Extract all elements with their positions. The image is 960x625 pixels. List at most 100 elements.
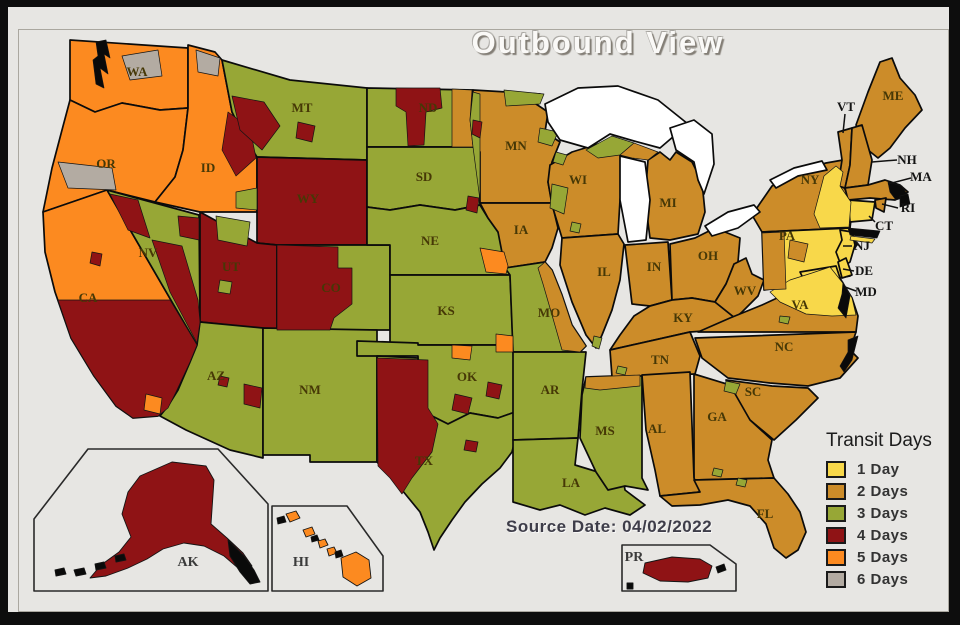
state-label-SC: SC (745, 384, 762, 399)
state-label-AR: AR (541, 382, 560, 397)
lake-huron (669, 119, 715, 195)
callout-label-NH: NH (897, 152, 917, 167)
legend-swatch-1 (826, 460, 846, 478)
tx-red-blob2 (485, 381, 503, 400)
state-TN (609, 331, 701, 378)
inset-label-HI: HI (293, 555, 309, 570)
callout-line-RI (881, 203, 899, 209)
state-label-WI: WI (569, 172, 587, 187)
legend-rows: 1 Day 2 Days 3 Days 4 Days 5 Days 6 Days (826, 458, 932, 590)
wi-olive-c (552, 151, 568, 166)
ca-red-dot-north (89, 251, 103, 267)
chesapeake-bay (837, 281, 851, 319)
lake-erie (704, 204, 761, 237)
legend-item-1-day: 1 Day (826, 458, 932, 480)
state-label-TX: TX (415, 453, 434, 468)
state-RI (874, 197, 887, 213)
callout-label-CT: CT (875, 218, 893, 233)
state-label-MT: MT (292, 100, 313, 115)
hi-kahoolawe (334, 549, 344, 559)
callout-line-MA (887, 177, 912, 185)
state-label-AL: AL (648, 421, 666, 436)
legend-label: 3 Days (857, 504, 909, 522)
sd-mn-red-corner (465, 195, 480, 214)
state-label-ID: ID (201, 160, 215, 175)
state-label-NM: NM (299, 382, 321, 397)
callout-label-DE: DE (855, 263, 873, 278)
ca-orange-south (143, 393, 163, 415)
aleutian-3 (94, 561, 107, 571)
id-olive-zone (235, 187, 258, 211)
legend-label: 2 Days (857, 482, 909, 500)
state-label-PA: PA (779, 228, 796, 243)
ne-orange-zone (479, 247, 509, 275)
aleutian-1 (54, 567, 67, 577)
state-label-IL: IL (597, 264, 611, 279)
callout-line-NH (871, 159, 898, 163)
callout-label-NJ: NJ (854, 238, 870, 253)
ut-olive-dot (217, 279, 233, 295)
legend-swatch-4 (826, 526, 846, 544)
hi-niihau (276, 515, 287, 525)
callout-label-RI: RI (901, 200, 915, 215)
state-label-MN: MN (505, 138, 527, 153)
mt-red-west (231, 95, 281, 151)
hi-oahu (302, 526, 316, 538)
mt-red-small (295, 121, 316, 143)
state-label-NY: NY (801, 172, 820, 187)
cape-cod (899, 193, 911, 208)
va-olive-dot (778, 315, 791, 325)
source-date: Source Date: 04/02/2022 (506, 517, 713, 536)
legend-label: 5 Days (857, 548, 909, 566)
inset-label-AK: AK (178, 555, 199, 570)
legend-item-4-days: 4 Days (826, 524, 932, 546)
aleutian-2 (73, 567, 87, 577)
nv-red-c (177, 215, 200, 241)
tx-red-blob3 (463, 439, 479, 453)
legend-swatch-3 (826, 504, 846, 522)
state-label-NC: NC (775, 339, 794, 354)
callout-line-CT (868, 215, 876, 223)
alaska-panhandle (227, 539, 261, 585)
wi-olive-b (569, 221, 582, 234)
state-label-TN: TN (651, 352, 670, 367)
lake-ontario (769, 160, 828, 189)
state-AR (512, 351, 587, 441)
legend-item-3-days: 3 Days (826, 502, 932, 524)
hi-kauai (285, 510, 301, 523)
wa-gray-zone (121, 49, 163, 81)
callout-label-VT: VT (837, 99, 855, 114)
state-FL (659, 477, 807, 559)
state-label-SD: SD (416, 169, 433, 184)
legend-label: 4 Days (857, 526, 909, 544)
state-label-IN: IN (647, 259, 662, 274)
state-label-UT: UT (222, 259, 240, 274)
state-label-WA: WA (127, 64, 149, 79)
alaska-mainland (89, 461, 253, 579)
state-label-FL: FL (757, 506, 774, 521)
state-label-NE: NE (421, 233, 439, 248)
callout-label-MA: MA (910, 169, 932, 184)
li-sound (847, 227, 881, 239)
mn-olive-mid (537, 127, 559, 147)
ca-red-south (57, 299, 198, 419)
state-label-MS: MS (595, 423, 615, 438)
az-red-dot (217, 375, 230, 388)
ms-ochre-top (584, 374, 641, 391)
state-label-ND: ND (419, 100, 438, 115)
legend-item-2-days: 2 Days (826, 480, 932, 502)
callout-label-MD: MD (855, 284, 877, 299)
state-label-MO: MO (538, 305, 560, 320)
page-title: Outbound View (471, 25, 725, 60)
state-MS (579, 374, 649, 491)
hi-big-island (340, 551, 372, 587)
puget-sound (92, 39, 111, 89)
az-red-zone (243, 383, 263, 409)
state-label-MI: MI (659, 195, 676, 210)
state-IL (559, 233, 625, 349)
state-DE (837, 257, 853, 279)
nd-red-zone (395, 87, 443, 147)
ga-olive-dot (711, 467, 724, 478)
inset-label-PR: PR (625, 550, 645, 565)
state-label-GA: GA (707, 409, 727, 424)
